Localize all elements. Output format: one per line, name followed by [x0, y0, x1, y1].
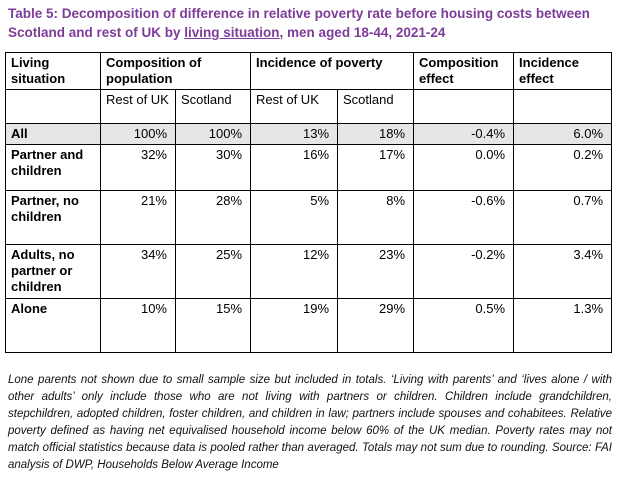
decomposition-table: Living situation Composition of populati… [5, 52, 613, 353]
cell: 21% [100, 190, 176, 245]
table-row: Partner, no children 21% 28% 5% 8% -0.6%… [5, 190, 613, 245]
cell: 6.0% [513, 123, 613, 145]
subheader-row: Rest of UK Scotland Rest of UK Scotland [5, 89, 613, 124]
cell: 13% [250, 123, 339, 145]
cell: 23% [337, 244, 415, 299]
table-title: Table 5: Decomposition of difference in … [8, 4, 618, 42]
cell: -0.4% [413, 123, 515, 145]
cell: 10% [100, 298, 176, 353]
cell: 32% [100, 144, 176, 191]
cell: 25% [174, 244, 252, 299]
row-label: Partner, no children [5, 190, 101, 245]
cell: -0.6% [413, 190, 515, 245]
row-label: All [5, 123, 101, 145]
header-composition-effect: Composition effect [413, 52, 515, 90]
title-text: Table 5: Decomposition of difference in … [8, 6, 590, 40]
header-incidence: Incidence of poverty [250, 52, 415, 90]
blank-cell [5, 89, 101, 124]
subheader-rest-of-uk: Rest of UK [100, 89, 176, 124]
table-row: Adults, no partner or children 34% 25% 1… [5, 244, 613, 299]
header-row: Living situation Composition of populati… [5, 52, 613, 90]
row-label: Adults, no partner or children [5, 244, 101, 299]
cell: 28% [174, 190, 252, 245]
blank-cell [513, 89, 613, 124]
cell: 17% [337, 144, 415, 191]
row-label: Partner and children [5, 144, 101, 191]
title-suffix: , men aged 18-44, 2021-24 [279, 25, 446, 40]
cell: 0.2% [513, 144, 613, 191]
cell: -0.2% [413, 244, 515, 299]
cell: 5% [250, 190, 339, 245]
cell: 100% [174, 123, 252, 145]
row-label: Alone [5, 298, 101, 353]
subheader-scotland: Scotland [337, 89, 415, 124]
table-row: Partner and children 32% 30% 16% 17% 0.0… [5, 144, 613, 191]
header-composition: Composition of population [99, 52, 252, 90]
living-situation-link[interactable]: living situation [184, 25, 280, 40]
table-row: Alone 10% 15% 19% 29% 0.5% 1.3% [5, 298, 613, 353]
cell: 29% [337, 298, 415, 353]
cell: 12% [250, 244, 339, 299]
header-incidence-effect: Incidence effect [513, 52, 613, 90]
cell: 8% [337, 190, 415, 245]
cell: 19% [250, 298, 339, 353]
cell: 18% [337, 123, 415, 145]
subheader-rest-of-uk: Rest of UK [250, 89, 339, 124]
cell: 30% [174, 144, 252, 191]
header-living-situation: Living situation [5, 52, 101, 90]
cell: 15% [174, 298, 252, 353]
cell: 0.0% [413, 144, 515, 191]
cell: 16% [250, 144, 339, 191]
cell: 0.7% [513, 190, 613, 245]
subheader-scotland: Scotland [174, 89, 252, 124]
table-notes: Lone parents not shown due to small samp… [8, 374, 612, 471]
cell: 0.5% [413, 298, 515, 353]
cell: 3.4% [513, 244, 613, 299]
blank-cell [413, 89, 515, 124]
table-row: All 100% 100% 13% 18% -0.4% 6.0% [5, 123, 613, 145]
cell: 34% [100, 244, 176, 299]
cell: 1.3% [513, 298, 613, 353]
cell: 100% [100, 123, 176, 145]
